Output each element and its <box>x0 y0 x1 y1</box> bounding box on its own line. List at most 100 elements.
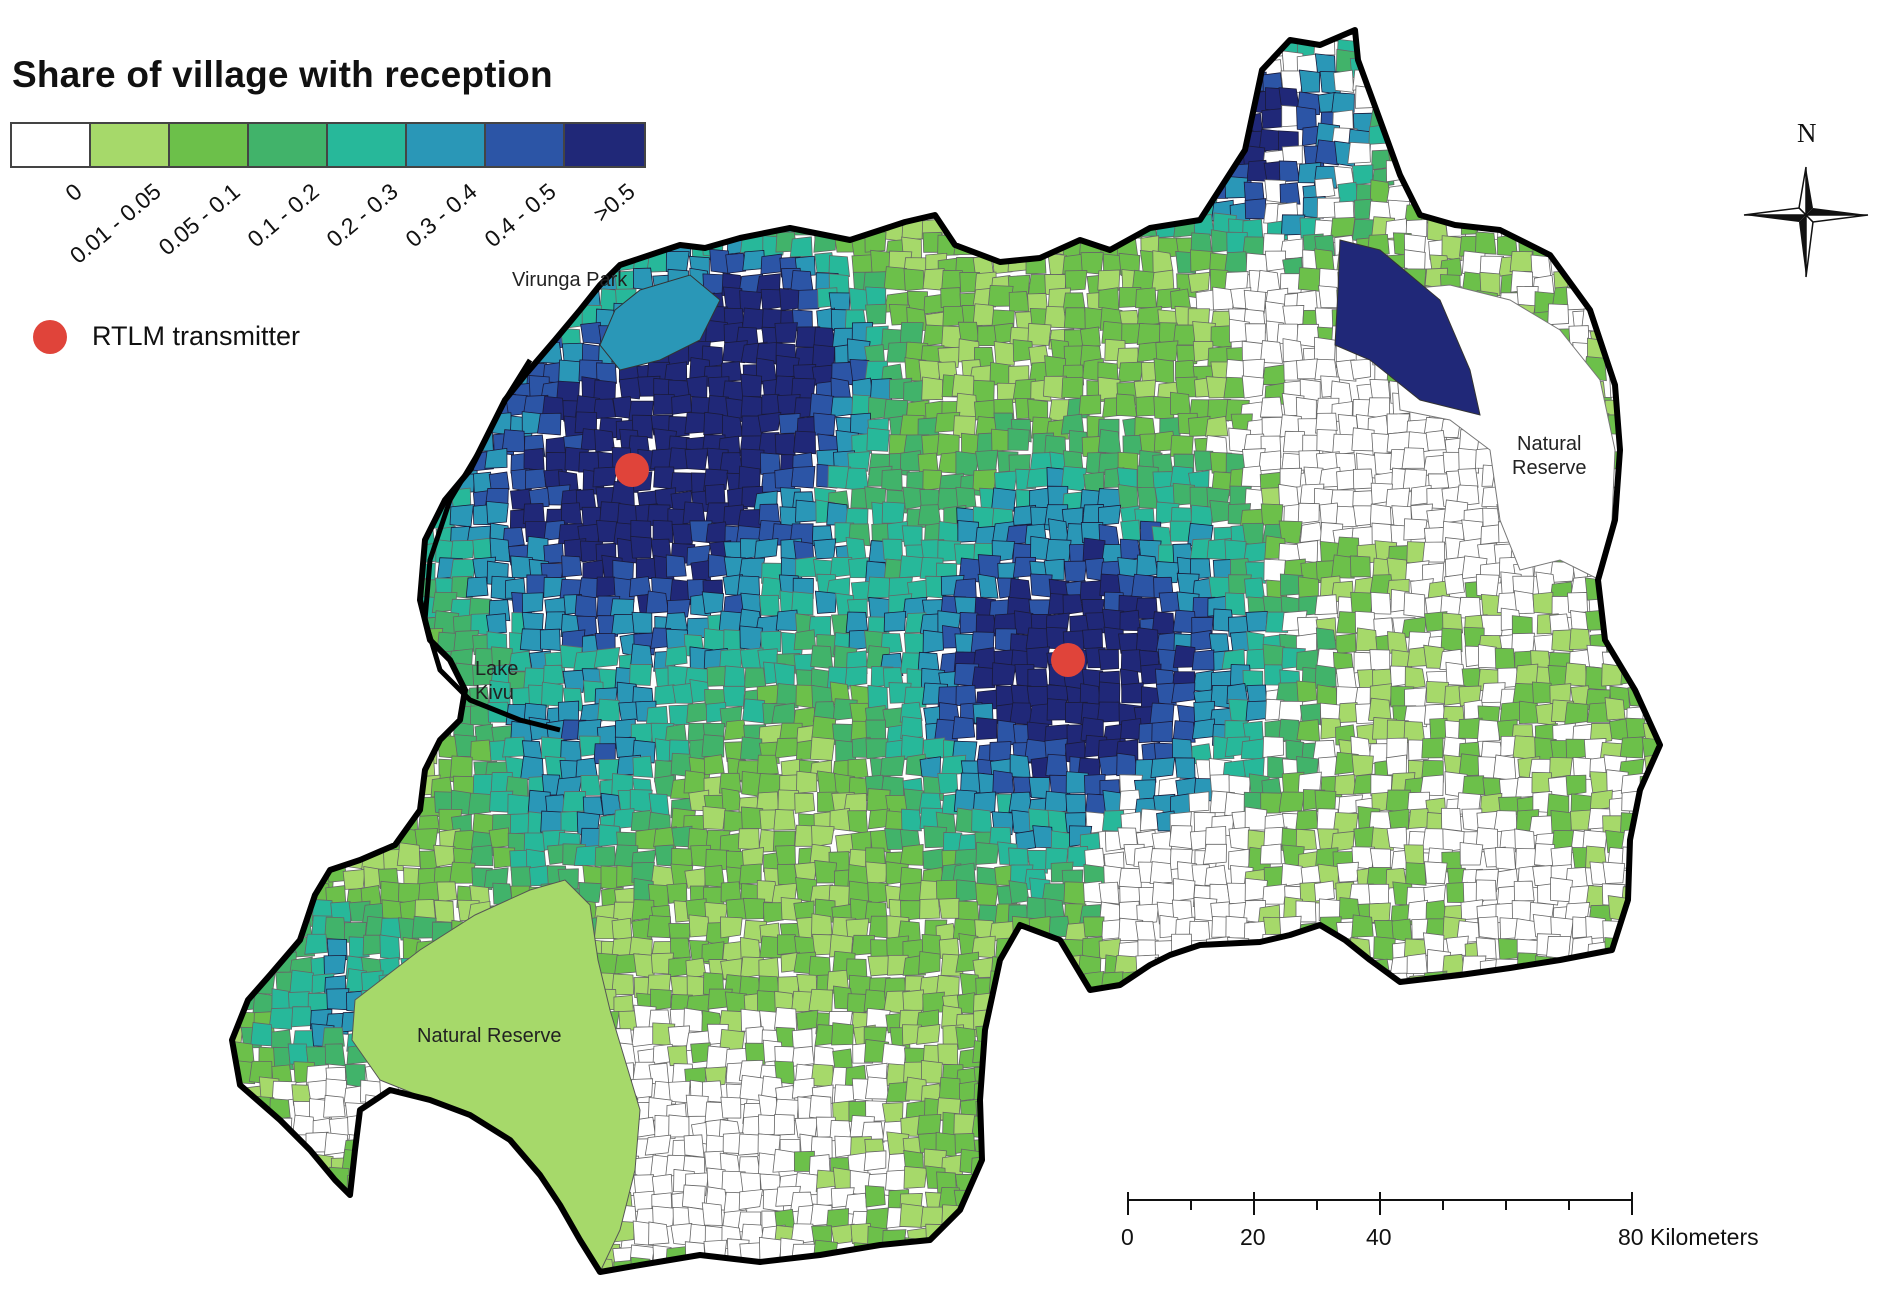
village-cell <box>1643 51 1660 75</box>
village-cell <box>254 30 276 40</box>
village-cell <box>1296 358 1318 380</box>
village-cell <box>1101 1006 1123 1030</box>
village-cell <box>653 684 676 706</box>
village-cell <box>325 430 347 453</box>
village-cell <box>1059 93 1083 115</box>
village-cell <box>1244 198 1267 220</box>
village-cell <box>1657 542 1660 569</box>
village-cell <box>1355 627 1378 652</box>
village-cell <box>1517 52 1539 75</box>
village-cell <box>1007 1082 1030 1106</box>
village-cell <box>1403 592 1426 618</box>
village-cell <box>975 842 1000 865</box>
village-cell <box>592 466 618 488</box>
village-cell <box>345 646 367 671</box>
village-cell <box>1621 198 1644 222</box>
village-cell <box>1048 1117 1070 1140</box>
village-cell <box>1170 391 1191 416</box>
village-cell <box>1319 1098 1342 1123</box>
village-cell <box>1659 1078 1660 1103</box>
village-cell <box>1135 395 1157 417</box>
village-cell <box>433 844 456 868</box>
village-cell <box>1157 198 1181 225</box>
village-cell <box>377 610 402 636</box>
village-cell <box>1441 807 1462 832</box>
village-cell <box>1174 1028 1197 1052</box>
village-cell <box>1097 428 1122 455</box>
village-cell <box>1227 971 1251 993</box>
village-cell <box>795 556 817 578</box>
village-cell <box>1141 1116 1166 1139</box>
village-cell <box>1241 1058 1265 1084</box>
village-cell <box>271 700 294 723</box>
village-cell <box>1514 975 1539 997</box>
village-cell <box>687 199 711 221</box>
village-cell <box>634 57 659 80</box>
village-cell <box>1069 195 1091 219</box>
village-cell <box>360 358 384 383</box>
village-cell <box>239 555 263 577</box>
village-cell <box>394 666 418 691</box>
village-cell <box>1619 268 1643 293</box>
village-cell <box>771 702 796 724</box>
village-cell <box>791 127 814 149</box>
village-cell <box>595 30 617 40</box>
village-cell <box>238 683 263 704</box>
village-cell <box>1007 1005 1030 1032</box>
village-cell <box>1131 573 1158 598</box>
village-cell <box>1564 702 1589 725</box>
village-cell <box>1421 127 1445 149</box>
village-cell <box>378 632 405 656</box>
village-cell <box>851 74 874 97</box>
village-cell <box>582 30 606 42</box>
village-cell <box>1064 1062 1087 1083</box>
village-cell <box>1463 55 1489 77</box>
village-cell <box>1296 719 1321 742</box>
village-cell <box>720 916 743 939</box>
village-cell <box>1299 1061 1321 1085</box>
village-cell <box>884 34 909 56</box>
village-cell <box>955 486 977 510</box>
village-cell <box>1133 992 1157 1016</box>
village-cell <box>328 409 352 435</box>
village-cell <box>234 574 256 596</box>
village-cell <box>740 373 763 398</box>
village-cell <box>1351 971 1374 995</box>
village-cell <box>811 179 833 204</box>
village-cell <box>881 468 903 492</box>
village-cell <box>1547 201 1569 224</box>
village-cell <box>1655 112 1660 135</box>
village-cell <box>1659 1044 1660 1068</box>
village-cell <box>1638 40 1660 64</box>
village-cell <box>1602 125 1624 148</box>
village-cell <box>1119 90 1143 112</box>
village-cell <box>364 343 390 367</box>
village-cell <box>450 540 475 561</box>
village-cell <box>1657 269 1660 292</box>
village-cell <box>865 861 888 885</box>
village-cell <box>1083 1009 1107 1034</box>
village-cell <box>689 123 712 148</box>
village-cell <box>1334 774 1356 795</box>
village-cell <box>868 147 890 171</box>
village-cell <box>259 917 281 941</box>
village-cell <box>737 71 759 95</box>
village-cell <box>688 91 710 113</box>
village-cell <box>525 468 547 490</box>
village-cell <box>921 376 944 401</box>
village-cell <box>1425 142 1450 167</box>
village-cell <box>452 30 473 43</box>
village-cell <box>276 831 299 852</box>
village-cell <box>1551 38 1576 62</box>
village-cell <box>1480 91 1502 114</box>
village-cell <box>1050 92 1073 116</box>
village-cell <box>914 95 939 119</box>
village-cell <box>889 165 912 187</box>
village-cell <box>1642 161 1660 185</box>
village-cell <box>919 898 941 920</box>
village-cell <box>1101 51 1124 75</box>
village-cell <box>1138 71 1162 93</box>
village-cell <box>1499 184 1523 206</box>
village-cell <box>324 291 347 313</box>
village-cell <box>828 160 850 183</box>
